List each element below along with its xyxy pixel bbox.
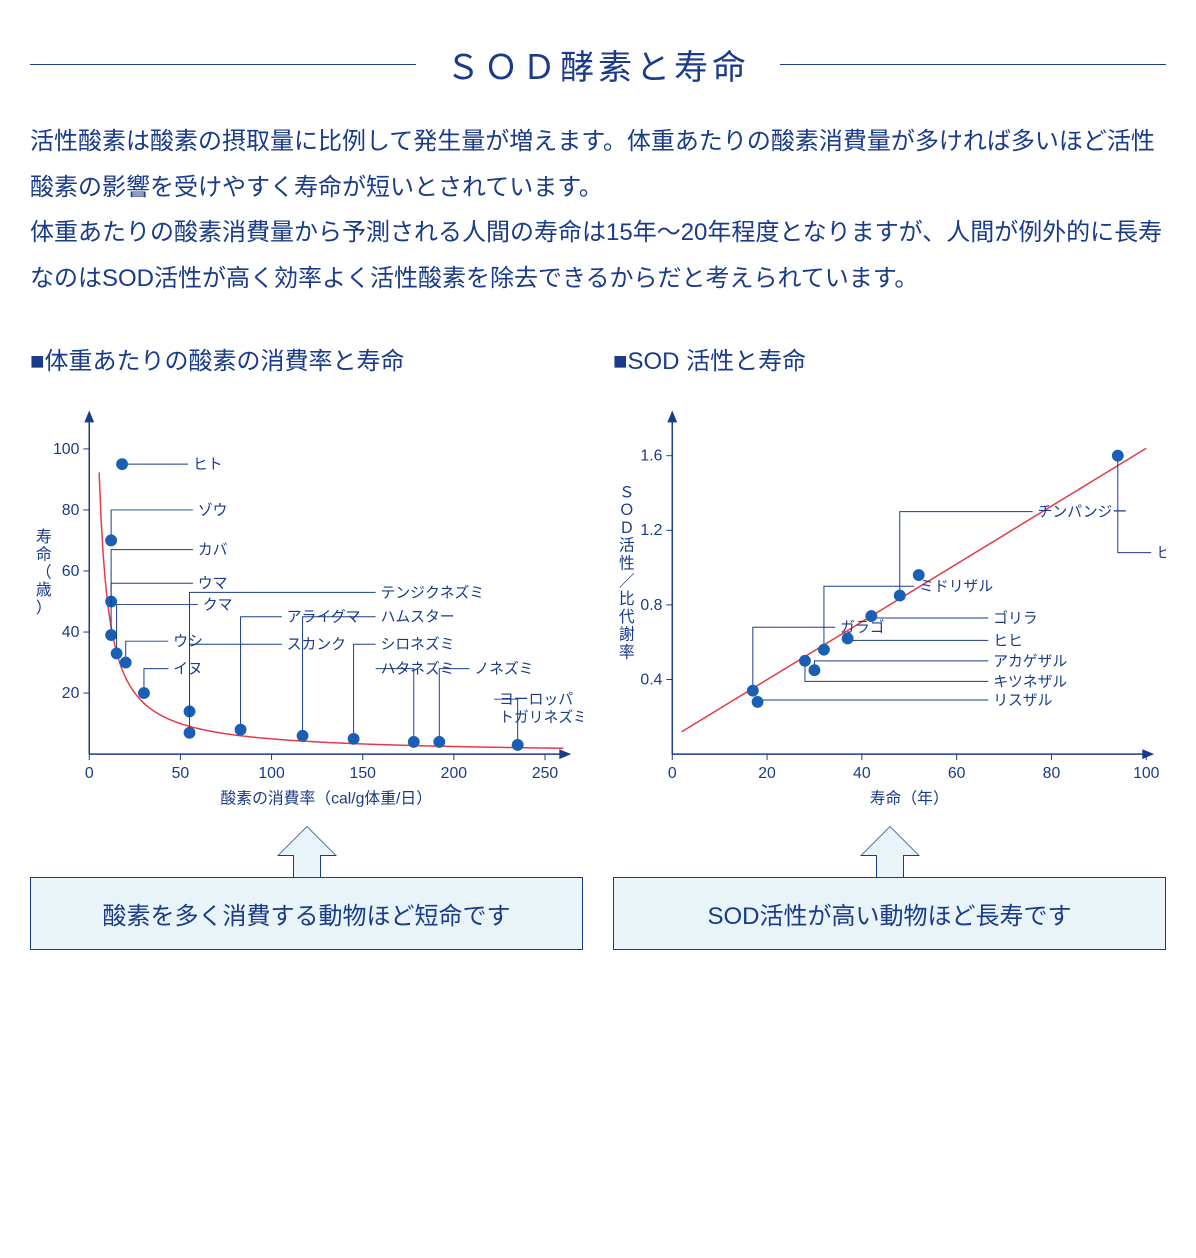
svg-text:アカゲザル: アカゲザル xyxy=(993,653,1067,670)
chart2-column: ■SOD 活性と寿命 0 20 40 60 80 100 0.4 0.8 1.2 1.6 寿命（年）… xyxy=(613,341,1166,950)
svg-text:1.2: 1.2 xyxy=(640,523,662,540)
svg-text:ミドリザル: ミドリザル xyxy=(919,579,993,596)
svg-text:比: 比 xyxy=(619,590,635,608)
svg-text:100: 100 xyxy=(53,441,80,458)
svg-text:ウマ: ウマ xyxy=(198,576,228,593)
chart1-callout: 酸素を多く消費する動物ほど短命です xyxy=(30,826,583,950)
svg-text:ヨーロッパ: ヨーロッパ xyxy=(499,691,573,708)
intro-text: 活性酸素は酸素の摂取量に比例して発生量が増えます。体重あたりの酸素消費量が多けれ… xyxy=(30,119,1166,301)
svg-text:20: 20 xyxy=(62,685,80,702)
svg-text:シロネズミ: シロネズミ xyxy=(381,637,455,654)
svg-text:テンジクネズミ: テンジクネズミ xyxy=(381,585,485,602)
svg-text:1.6: 1.6 xyxy=(640,448,662,465)
svg-text:Ｓ: Ｓ xyxy=(619,485,635,502)
svg-text:ヒト: ヒト xyxy=(193,457,223,473)
svg-text:40: 40 xyxy=(62,624,80,641)
chart1-svg: 0 50 100 150 200 250 20 40 60 80 100 酸素の消費率（cal/g体重… xyxy=(30,396,583,816)
svg-text:ゴリラ: ゴリラ xyxy=(993,609,1037,627)
svg-text:40: 40 xyxy=(853,765,871,782)
arrow-icon-fill xyxy=(862,827,918,855)
chart2-callout-text: SOD活性が高い動物ほど長寿です xyxy=(613,877,1166,950)
svg-text:代: 代 xyxy=(619,608,635,626)
svg-text:ハムスター: ハムスター xyxy=(381,609,455,626)
svg-text:命: 命 xyxy=(36,546,52,564)
svg-text:カバ: カバ xyxy=(198,543,228,559)
svg-text:ノネズミ: ノネズミ xyxy=(474,661,533,678)
svg-text:200: 200 xyxy=(441,765,468,782)
svg-text:0: 0 xyxy=(85,765,94,782)
title-row: ＳＯＤ酵素と寿命 xyxy=(30,40,1166,89)
svg-text:0.4: 0.4 xyxy=(640,672,662,689)
intro-p1: 活性酸素は酸素の摂取量に比例して発生量が増えます。体重あたりの酸素消費量が多けれ… xyxy=(30,119,1166,210)
intro-p2: 体重あたりの酸素消費量から予測される人間の寿命は15年〜20年程度となりますが、… xyxy=(30,210,1166,301)
svg-text:率: 率 xyxy=(619,644,635,662)
svg-text:リスザル: リスザル xyxy=(993,692,1052,709)
svg-text:スカンク: スカンク xyxy=(287,637,346,654)
svg-text:クマ: クマ xyxy=(203,597,233,614)
svg-text:50: 50 xyxy=(172,765,190,782)
svg-text:寿: 寿 xyxy=(36,528,52,546)
chart2-svg: 0204060801000.40.81.21.6寿命（年）ＳＯＤ活性／比代謝率ガ… xyxy=(613,396,1166,816)
svg-text:／: ／ xyxy=(619,574,635,591)
svg-text:キツネザル: キツネザル xyxy=(993,674,1067,691)
svg-text:0: 0 xyxy=(668,765,677,782)
charts-row: ■体重あたりの酸素の消費率と寿命 05010015020025020406080… xyxy=(30,341,1166,950)
svg-text:100: 100 xyxy=(1133,765,1160,782)
svg-text:性: 性 xyxy=(619,555,635,573)
svg-text:酸素の消費率（cal/g体重/日）: 酸素の消費率（cal/g体重/日） xyxy=(220,790,432,808)
svg-text:チンパンジー: チンパンジー xyxy=(1038,504,1128,521)
svg-text:謝: 謝 xyxy=(619,626,635,644)
svg-text:20: 20 xyxy=(758,765,776,782)
chart1-callout-text: 酸素を多く消費する動物ほど短命です xyxy=(30,877,583,950)
chart2-title: ■SOD 活性と寿命 xyxy=(613,341,1166,376)
chart1-column: ■体重あたりの酸素の消費率と寿命 0 50 100 150 200 250 20 40 60 80… xyxy=(30,341,583,950)
svg-text:60: 60 xyxy=(62,563,80,580)
svg-text:（: （ xyxy=(36,564,52,582)
svg-text:イヌ: イヌ xyxy=(173,662,203,678)
title-line-right xyxy=(780,64,1166,65)
arrow-stem xyxy=(293,854,321,878)
svg-text:ヒト: ヒト xyxy=(1156,546,1166,562)
page-title: ＳＯＤ酵素と寿命 xyxy=(416,40,780,89)
svg-text:トガリネズミ: トガリネズミ xyxy=(499,709,583,726)
arrow-stem xyxy=(876,854,904,878)
svg-text:寿命（年）: 寿命（年） xyxy=(870,790,949,808)
svg-text:100: 100 xyxy=(258,765,285,782)
svg-text:歳: 歳 xyxy=(36,582,52,600)
chart1-canvas: 0 50 100 150 200 250 20 40 60 80 100 酸素の消費率（cal/g体重… xyxy=(30,396,583,816)
arrow-icon-fill xyxy=(279,827,335,855)
title-line-left xyxy=(30,64,416,65)
chart2-canvas: 0204060801000.40.81.21.6寿命（年）ＳＯＤ活性／比代謝率ガ… xyxy=(613,396,1166,816)
svg-text:250: 250 xyxy=(532,765,559,782)
svg-text:ウシ: ウシ xyxy=(173,634,203,651)
svg-text:80: 80 xyxy=(1043,765,1061,782)
svg-text:ゾウ: ゾウ xyxy=(198,502,228,519)
svg-text:0.8: 0.8 xyxy=(640,597,662,614)
chart1-title: ■体重あたりの酸素の消費率と寿命 xyxy=(30,341,583,376)
svg-text:ヒヒ: ヒヒ xyxy=(993,634,1023,650)
svg-text:60: 60 xyxy=(948,765,966,782)
svg-text:Ｏ: Ｏ xyxy=(619,503,635,520)
svg-text:Ｄ: Ｄ xyxy=(619,520,635,537)
svg-text:80: 80 xyxy=(62,502,80,519)
svg-text:活: 活 xyxy=(619,537,635,555)
svg-text:）: ） xyxy=(36,599,52,617)
svg-text:150: 150 xyxy=(350,765,377,782)
chart2-callout: SOD活性が高い動物ほど長寿です xyxy=(613,826,1166,950)
